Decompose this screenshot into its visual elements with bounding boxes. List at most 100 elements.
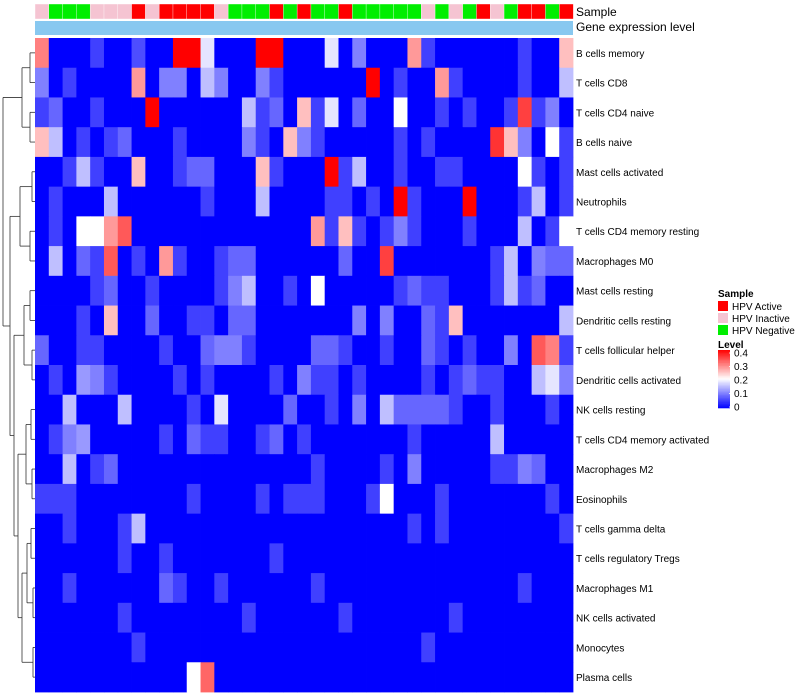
heatmap-cell <box>476 335 491 366</box>
heatmap-cell <box>228 573 243 604</box>
heatmap-cell <box>379 127 395 158</box>
heatmap-cell <box>90 632 105 663</box>
heatmap-cell <box>379 156 395 188</box>
heatmap-cell <box>200 156 215 188</box>
heatmap-cell <box>117 97 132 128</box>
sample-legend-title: Sample <box>718 289 754 300</box>
heatmap-cell <box>131 573 146 604</box>
heatmap-cell <box>35 662 50 693</box>
heatmap-cell <box>48 602 63 633</box>
heatmap-cell <box>559 275 574 306</box>
heatmap-cell <box>379 424 395 455</box>
heatmap-cell <box>228 483 243 515</box>
heatmap-cell <box>117 454 132 485</box>
heatmap-cell <box>545 156 560 188</box>
heatmap-cell <box>145 156 160 188</box>
heatmap-cell <box>117 394 132 425</box>
heatmap-cell <box>48 216 63 247</box>
heatmap-cell <box>228 602 243 633</box>
heatmap-cell <box>545 454 560 485</box>
heatmap-cell <box>159 424 174 455</box>
heatmap-cell <box>200 394 215 425</box>
heatmap-cell <box>310 632 326 663</box>
heatmap-cell <box>338 97 353 128</box>
heatmap-cell <box>76 513 91 544</box>
heatmap-cell <box>531 573 546 604</box>
heatmap-cell <box>366 305 381 336</box>
heatmap-cell <box>297 67 312 98</box>
heatmap-cell <box>407 424 422 455</box>
sample-annotation-cell <box>517 3 533 20</box>
heatmap-cell <box>559 424 574 455</box>
heatmap-cell <box>338 543 353 574</box>
heatmap-cell <box>117 246 132 277</box>
heatmap-cell <box>435 186 450 217</box>
heatmap-cell <box>352 186 367 217</box>
heatmap-cell <box>531 97 546 128</box>
heatmap-cell <box>531 275 546 306</box>
heatmap-cell <box>448 38 464 69</box>
heatmap-cell <box>200 335 215 366</box>
row-label: B cells naive <box>576 138 633 149</box>
heatmap-cell <box>407 186 422 217</box>
heatmap-cell <box>159 602 174 633</box>
heatmap-cell <box>435 483 450 515</box>
heatmap-cell <box>393 424 408 455</box>
level-legend-gradient-step <box>718 361 730 364</box>
heatmap-cell <box>338 216 353 247</box>
heatmap-cell <box>310 394 326 425</box>
level-legend-gradient-step <box>718 384 730 387</box>
heatmap-cell <box>559 602 574 633</box>
heatmap-cell <box>76 67 91 98</box>
heatmap-cell <box>517 127 533 158</box>
heatmap-cell <box>117 275 132 306</box>
heatmap-cell <box>366 394 381 425</box>
heatmap-cell <box>517 246 533 277</box>
heatmap-cell <box>338 454 353 485</box>
heatmap-cell <box>228 67 243 98</box>
heatmap-cell <box>435 156 450 188</box>
heatmap-cell <box>324 424 339 455</box>
gene-annotation-label: Gene expression level <box>576 20 695 34</box>
heatmap-cell <box>228 662 243 693</box>
sample-annotation-cell <box>545 3 560 20</box>
heatmap-cell <box>517 216 533 247</box>
heatmap-cell <box>62 67 77 98</box>
heatmap-cell <box>559 186 574 217</box>
heatmap-cell <box>159 662 174 693</box>
heatmap-cell <box>76 573 91 604</box>
heatmap-cell <box>214 186 229 217</box>
heatmap-cell <box>117 67 132 98</box>
heatmap-cell <box>531 483 546 515</box>
heatmap-cell <box>48 186 63 217</box>
heatmap-cell <box>490 67 505 98</box>
heatmap-cell <box>186 632 201 663</box>
gene-annotation-cell <box>35 21 573 35</box>
heatmap-cell <box>379 67 395 98</box>
heatmap-cell <box>324 275 339 306</box>
row-label: Plasma cells <box>576 673 632 684</box>
level-legend-gradient-step <box>718 386 730 388</box>
heatmap-cell <box>35 305 50 336</box>
heatmap-cell <box>145 573 160 604</box>
sample-annotation-cell <box>89 3 105 20</box>
heatmap-cell <box>559 454 574 485</box>
heatmap-cell <box>310 275 326 306</box>
heatmap-cell <box>159 216 174 247</box>
heatmap-cell <box>103 632 119 663</box>
heatmap-cell <box>255 38 270 69</box>
heatmap-cell <box>338 275 353 306</box>
heatmap-cell <box>159 365 174 396</box>
heatmap-cell <box>448 156 464 188</box>
heatmap-cell <box>48 67 63 98</box>
heatmap-cell <box>310 335 326 366</box>
heatmap-cell <box>228 156 243 188</box>
heatmap-cell <box>421 67 436 98</box>
heatmap-cell <box>407 275 422 306</box>
heatmap-cell <box>62 275 77 306</box>
sample-annotation-cell <box>434 3 450 20</box>
heatmap-cell <box>255 632 270 663</box>
heatmap-cell <box>35 186 50 217</box>
heatmap-cell <box>338 662 353 693</box>
heatmap-cell <box>531 305 546 336</box>
